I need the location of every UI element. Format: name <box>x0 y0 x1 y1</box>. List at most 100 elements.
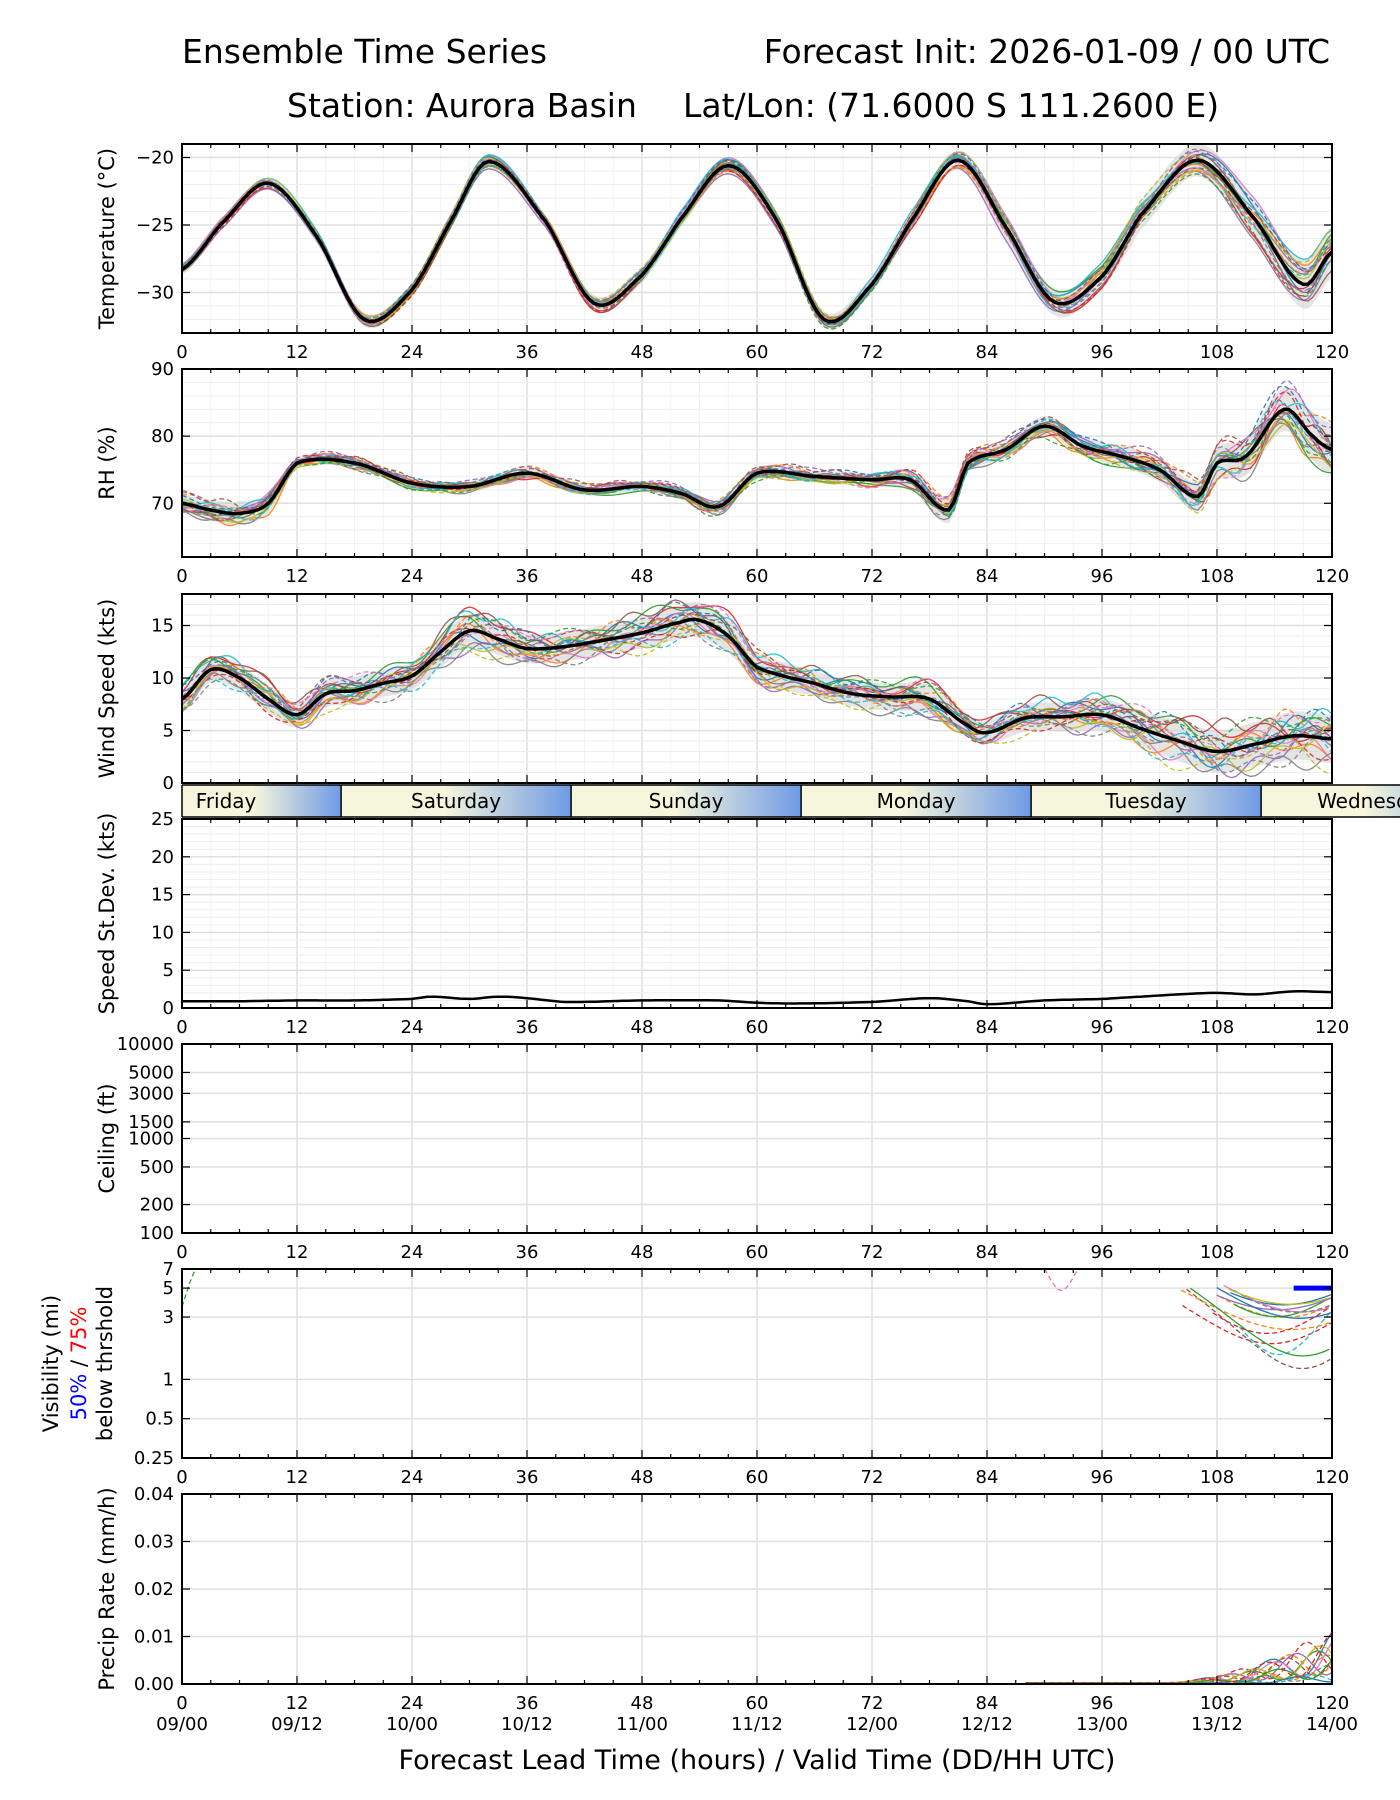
day-label: Sunday <box>649 789 724 813</box>
x-tick-label: 24 <box>401 1017 424 1038</box>
y-tick-label: 7 <box>163 1259 174 1280</box>
x-tick-label: 120 <box>1315 1017 1349 1038</box>
ylabel-wind_speed: Wind Speed (kts) <box>95 599 119 779</box>
member-line-wind_speed <box>182 617 1332 761</box>
x-tick-label: 36 <box>516 1017 539 1038</box>
panel-frame-wind_speed <box>181 593 1333 784</box>
vis-member-line <box>1228 1288 1330 1305</box>
x-tick-label: 12 <box>286 342 309 363</box>
y-tick-label: 0 <box>163 773 174 794</box>
x-tick-label: 120 <box>1315 1693 1349 1714</box>
grid-speed_stdev <box>181 818 1333 1009</box>
member-line-relative_humidity <box>182 399 1332 512</box>
member-line-temperature <box>182 158 1332 326</box>
y-tick-label: 0.03 <box>134 1532 174 1553</box>
valid-time-label: 13/00 <box>1076 1714 1128 1735</box>
x-tick-label: 96 <box>1091 1467 1114 1488</box>
day-cell <box>571 785 802 817</box>
vis-member-line <box>1043 1269 1079 1292</box>
x-tick-label: 60 <box>746 1693 769 1714</box>
x-tick-label: 72 <box>861 342 884 363</box>
x-tick-label: 24 <box>401 342 424 363</box>
mean-line-temperature <box>182 158 1332 324</box>
y-tick-label: 3 <box>163 1307 174 1328</box>
panel-frame-relative_humidity <box>181 368 1333 558</box>
panel-frame-precip_rate <box>181 1493 1333 1685</box>
member-line-wind_speed <box>182 604 1332 757</box>
day-label: Monday <box>877 789 956 813</box>
ylabel-temperature: Temperature (°C) <box>95 148 119 330</box>
y-tick-label: 0.00 <box>134 1674 174 1695</box>
grid-precip_rate <box>181 1493 1333 1685</box>
x-tick-label: 72 <box>861 1693 884 1714</box>
vis-member-line <box>1186 1288 1331 1370</box>
x-tick-label: 48 <box>631 1242 654 1263</box>
member-line-relative_humidity <box>182 420 1332 514</box>
member-line-wind_speed <box>182 613 1332 757</box>
day-cell <box>801 785 1032 817</box>
precip-member-line <box>1025 1641 1332 1684</box>
member-line-wind_speed <box>182 614 1332 764</box>
ylabel-visibility-threshold: 50% / 75% <box>67 1307 91 1421</box>
y-tick-label: 500 <box>140 1157 174 1178</box>
vis-member-line <box>1190 1287 1330 1357</box>
x-tick-label: 24 <box>401 1467 424 1488</box>
ylabel-precip_rate: Precip Rate (mm/h) <box>95 1487 119 1690</box>
member-line-wind_speed <box>182 627 1332 761</box>
day-cell <box>1261 785 1400 817</box>
x-tick-label: 120 <box>1315 1242 1349 1263</box>
valid-time-label: 11/12 <box>731 1714 783 1735</box>
ylabel-ceiling: Ceiling (ft) <box>95 1083 119 1193</box>
vis-member-line <box>1180 1289 1330 1331</box>
x-tick-label: 72 <box>861 566 884 587</box>
y-tick-label: 80 <box>151 426 174 447</box>
panel-frame-ceiling <box>181 1043 1333 1234</box>
valid-time-label: 13/12 <box>1191 1714 1243 1735</box>
x-tick-label: 48 <box>631 1693 654 1714</box>
x-tick-label: 60 <box>746 342 769 363</box>
y-tick-label: 200 <box>140 1195 174 1216</box>
x-tick-label: 84 <box>976 1693 999 1714</box>
title-left: Ensemble Time Series <box>182 32 548 71</box>
x-tick-label: 0 <box>176 1693 187 1714</box>
y-tick-label: −25 <box>136 215 174 236</box>
day-label: Tuesday <box>1104 789 1187 813</box>
x-tick-label: 48 <box>631 342 654 363</box>
x-tick-label: 72 <box>861 1467 884 1488</box>
x-tick-label: 96 <box>1091 1693 1114 1714</box>
x-tick-label: 24 <box>401 1693 424 1714</box>
x-tick-label: 0 <box>176 342 187 363</box>
vis-member-line <box>1216 1294 1332 1311</box>
x-tick-label: 48 <box>631 566 654 587</box>
y-tick-label: 10000 <box>117 1034 174 1055</box>
y-tick-label: 5 <box>163 1278 174 1299</box>
plot-area-wind_speed <box>182 599 1332 779</box>
y-tick-label: 0 <box>163 998 174 1019</box>
y-tick-label: 3000 <box>128 1083 174 1104</box>
x-tick-label: 84 <box>976 1017 999 1038</box>
x-tick-label: 36 <box>516 566 539 587</box>
panel-frame-visibility <box>181 1268 1333 1459</box>
x-tick-label: 24 <box>401 1242 424 1263</box>
x-tick-label: 72 <box>861 1242 884 1263</box>
y-tick-label: −20 <box>136 148 174 169</box>
valid-time-label: 12/12 <box>961 1714 1013 1735</box>
precip-member-line <box>1025 1641 1332 1684</box>
y-tick-label: 25 <box>151 809 174 830</box>
x-tick-label: 12 <box>286 1017 309 1038</box>
x-tick-label: 60 <box>746 566 769 587</box>
plot-area-relative_humidity <box>182 380 1332 527</box>
vis-member-line <box>1233 1289 1331 1313</box>
ylabel-vis50: 50% <box>67 1374 91 1421</box>
y-tick-label: 1500 <box>128 1112 174 1133</box>
y-tick-label: 1 <box>163 1369 174 1390</box>
y-tick-label: 20 <box>151 847 174 868</box>
x-tick-label: 48 <box>631 1467 654 1488</box>
plot-area-precip <box>1025 1631 1332 1684</box>
member-line-relative_humidity <box>182 400 1332 521</box>
latlon-label: Lat/Lon: (71.6000 S 111.2600 E) <box>683 86 1220 125</box>
member-line-relative_humidity <box>182 411 1332 516</box>
vis-member-line <box>1216 1287 1332 1319</box>
vis-member-line <box>182 1269 197 1307</box>
ylabel-relative_humidity: RH (%) <box>95 426 119 499</box>
